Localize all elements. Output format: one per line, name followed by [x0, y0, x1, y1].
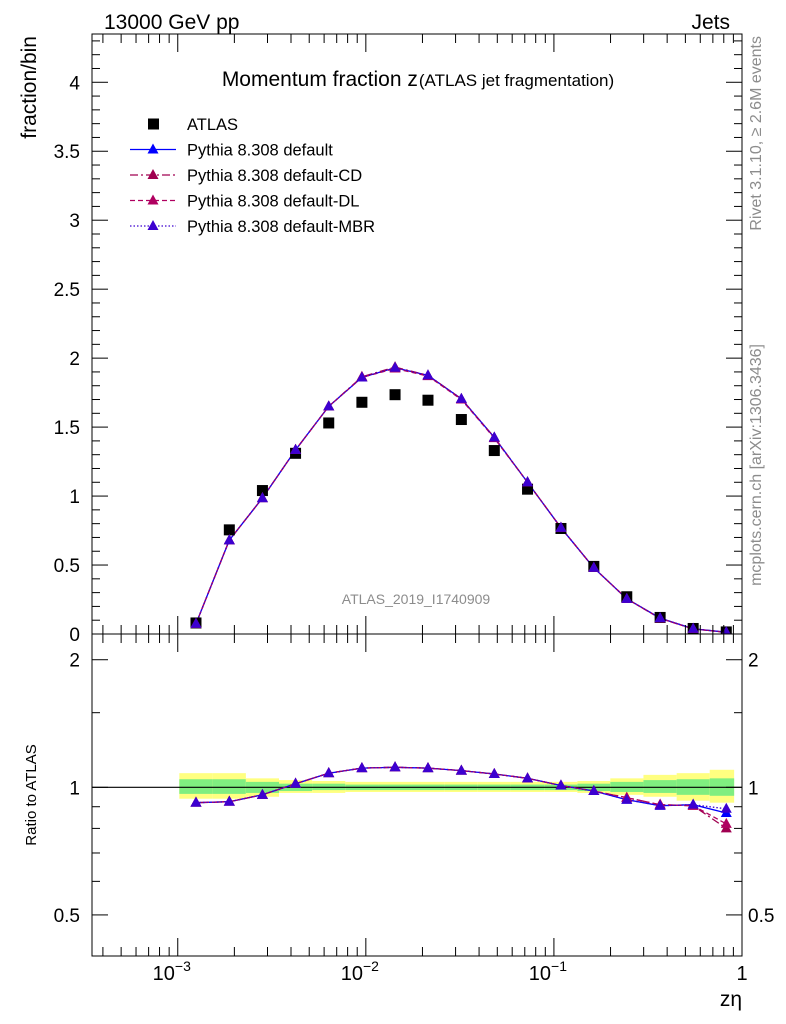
mc-data-point-4 — [422, 369, 434, 380]
main-y-tick-label: 0 — [69, 625, 80, 646]
legend-marker-2 — [147, 169, 159, 179]
ratio-point-3 — [455, 764, 467, 775]
ratio-point-3 — [190, 796, 202, 807]
chart-title: Momentum fraction z(ATLAS jet fragmentat… — [222, 68, 614, 91]
atlas-data-point — [223, 524, 235, 536]
rivet-label: Rivet 3.1.10, ≥ 2.6M events — [748, 36, 765, 231]
ratio-point-3 — [256, 788, 268, 799]
ratio-point-3 — [720, 802, 732, 813]
mc-data-point-4 — [522, 476, 534, 487]
atlas-data-point — [356, 396, 368, 408]
legend-label: ATLAS — [187, 116, 238, 134]
atlas-data-point — [256, 485, 268, 497]
x-tick-label: 10−3 — [153, 958, 191, 985]
ratio-y-tick-label: 2 — [69, 651, 80, 672]
legend-label: Pythia 8.308 default-MBR — [187, 218, 375, 236]
mc-data-point-4 — [687, 622, 699, 633]
ratio-point-3 — [223, 795, 235, 806]
atlas-data-point — [422, 394, 434, 406]
main-y-tick-label: 3 — [69, 211, 80, 232]
main-y-tick-label: 1.5 — [54, 418, 80, 439]
ratio-y-tick-label: 1 — [69, 778, 80, 799]
uncertainty-band-inner — [643, 780, 677, 793]
legend: ATLAS Pythia 8.308 default Pythia 8.308 de… — [130, 116, 375, 236]
mc-data-point-4 — [323, 400, 335, 411]
mc-data-point-4 — [223, 534, 235, 545]
mc-data-point-4 — [356, 371, 368, 382]
ratio-point-2 — [720, 817, 732, 828]
x-tick-label: 1 — [736, 963, 747, 985]
mc-data-point-4 — [190, 617, 202, 628]
main-y-tick-label: 2 — [69, 349, 80, 370]
ratio-point-3 — [389, 761, 401, 772]
ratio-y-tick-label-right: 0.5 — [748, 906, 774, 927]
x-axis-label: zη — [720, 988, 742, 1011]
mc-data-point-4 — [256, 492, 268, 503]
ratio-point-3 — [555, 779, 567, 790]
legend-label: Pythia 8.308 default-DL — [187, 193, 359, 211]
mcplots-label: mcplots.cern.ch [arXiv:1306.3436] — [748, 344, 765, 586]
ratio-y-axis-label: Ratio to ATLAS — [23, 744, 40, 845]
ratio-point-3 — [588, 785, 600, 796]
uncertainty-band-inner — [212, 779, 246, 794]
mc-data-point-4 — [488, 431, 500, 442]
atlas-data-point — [522, 483, 534, 495]
main-y-tick-label: 3.5 — [54, 142, 80, 163]
x-tick-label: 10−2 — [341, 958, 379, 985]
ratio-point-3 — [488, 768, 500, 779]
ratio-point-3 — [422, 762, 434, 773]
main-y-tick-label: 4 — [69, 73, 80, 94]
atlas-data-point — [323, 417, 335, 429]
mc-data-point-4 — [389, 361, 401, 372]
ratio-y-tick-label-right: 1 — [748, 778, 759, 799]
legend-marker-4 — [147, 220, 159, 230]
mc-data-point-4 — [290, 443, 302, 454]
main-y-tick-label: 2.5 — [54, 280, 80, 301]
main-y-axis-label: fraction/bin — [18, 36, 41, 139]
mc-data-point-4 — [455, 392, 467, 403]
atlas-data-point — [488, 445, 500, 457]
mc-data-point-4 — [588, 561, 600, 572]
ratio-point-3 — [522, 772, 534, 783]
legend-marker-atlas — [148, 118, 159, 130]
mc-data-point-4 — [555, 521, 567, 532]
analysis-watermark: ATLAS_2019_I1740909 — [342, 591, 491, 607]
legend-label: Pythia 8.308 default — [187, 142, 333, 160]
main-y-tick-label: 0.5 — [54, 556, 80, 577]
mc-data-point-4 — [654, 612, 666, 623]
ratio-point-3 — [290, 777, 302, 788]
main-y-tick-label: 1 — [69, 487, 80, 508]
atlas-data-point — [389, 389, 401, 401]
process-label: Jets — [691, 11, 730, 34]
legend-marker-1 — [147, 143, 159, 154]
ratio-y-tick-label: 0.5 — [54, 906, 80, 927]
atlas-data-point — [455, 414, 467, 426]
uncertainty-band-inner — [179, 779, 213, 794]
ratio-plot-frame — [91, 633, 743, 957]
mc-data-point-4 — [621, 592, 633, 603]
legend-marker-3 — [147, 194, 159, 205]
x-tick-label: 10−1 — [529, 958, 567, 985]
legend-label: Pythia 8.308 default-CD — [187, 167, 362, 185]
ratio-y-tick-label-right: 2 — [748, 651, 759, 672]
ratio-line-2 — [195, 766, 727, 825]
ratio-point-3 — [323, 767, 335, 778]
energy-label: 13000 GeV pp — [104, 11, 239, 34]
ratio-point-3 — [621, 793, 633, 804]
ratio-point-3 — [356, 762, 368, 773]
ratio-point-3 — [654, 799, 666, 810]
ratio-point-3 — [687, 798, 699, 809]
